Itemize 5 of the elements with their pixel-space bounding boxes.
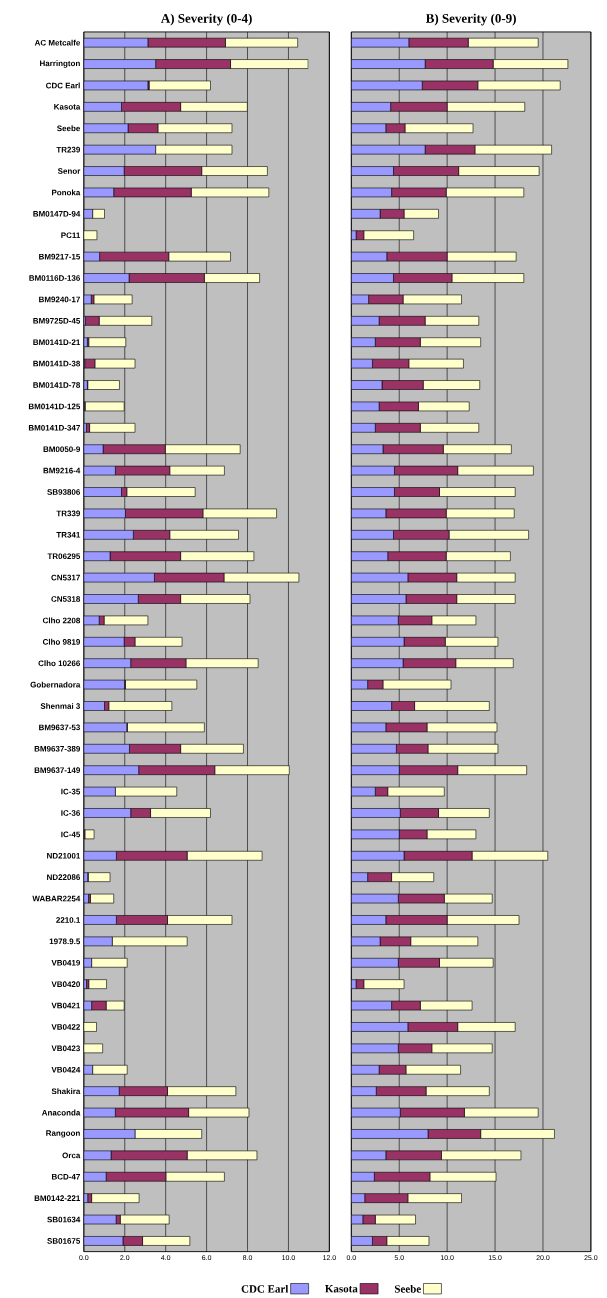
chart-title: A) Severity (0-4) bbox=[161, 13, 252, 26]
legend-label: Kasota bbox=[325, 1285, 358, 1293]
legend-label: CDC Earl bbox=[241, 1284, 289, 1293]
chart-title: B) Severity (0-9) bbox=[426, 13, 517, 26]
legend-label: Seebe bbox=[395, 1284, 421, 1293]
